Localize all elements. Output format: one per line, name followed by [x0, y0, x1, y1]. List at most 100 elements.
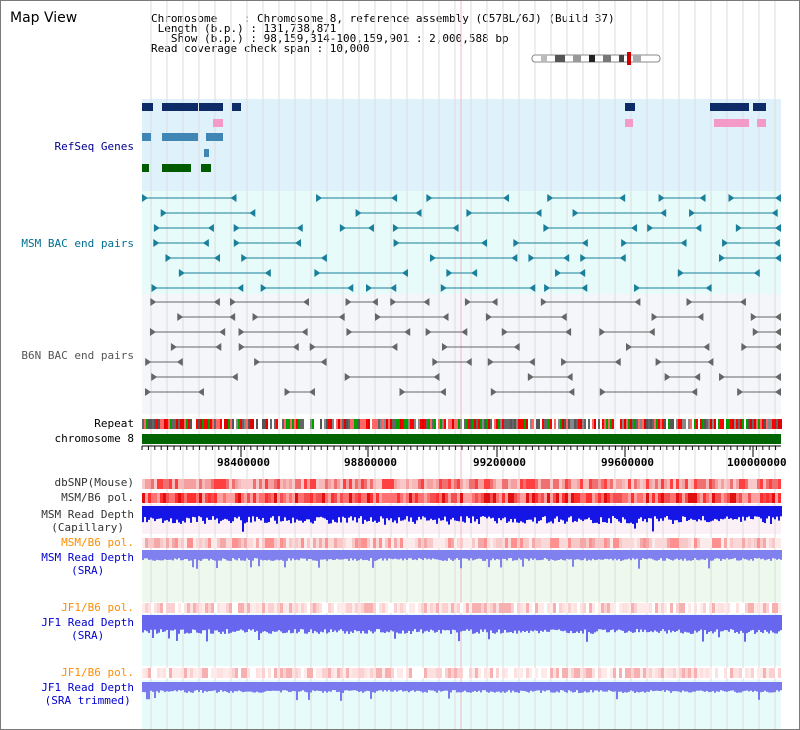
msm-sra-depth-bar	[524, 550, 526, 559]
msm-capillary-depth-bar	[580, 506, 582, 520]
jf1-sra-depth-bar	[752, 615, 754, 630]
msm-capillary-depth-bar	[780, 506, 782, 517]
jf1-b6-pol2-heat-cell	[469, 668, 472, 678]
repeat-mark	[290, 419, 292, 429]
jf1-b6-pol2-heat-cell	[274, 668, 277, 678]
dbsnp-heat-cell	[145, 479, 148, 489]
msm-b6-pol2-heat-cell	[478, 538, 481, 548]
jf1-b6-pol2-heat-cell	[745, 668, 748, 678]
msm-b6-pol2-heat-cell	[154, 538, 157, 548]
jf1-sra-depth-bar	[352, 615, 354, 633]
msm-capillary-depth-bar	[250, 506, 252, 523]
msm-b6-pol2-heat-cell	[493, 538, 496, 548]
msm-b6-pol2-heat-cell	[322, 538, 325, 548]
msm-capillary-depth-bar	[236, 506, 238, 519]
msm-capillary-depth-bar	[706, 506, 708, 523]
jf1-sra-depth-bar	[298, 615, 300, 632]
dbsnp-heat-cell	[715, 479, 718, 489]
msm-b6-pol-heat-cell	[754, 493, 757, 503]
msm-b6-pol-heat-cell	[682, 493, 685, 503]
jf1-trimmed-depth-bar	[272, 682, 274, 691]
jf1-b6-pol2-heat-cell	[574, 668, 577, 678]
msm-capillary-depth-bar	[326, 506, 328, 521]
track-features	[141, 103, 782, 701]
dbsnp-heat-cell	[508, 479, 511, 489]
jf1-b6-pol-heat-cell	[283, 603, 286, 613]
msm-b6-pol-heat-cell	[262, 493, 265, 503]
jf1-b6-pol-heat-cell	[670, 603, 673, 613]
b6n-bac-end-pair	[149, 328, 156, 336]
repeat-mark	[428, 419, 430, 429]
dbsnp-heat-cell	[199, 479, 202, 489]
jf1-sra-depth-bar	[288, 615, 290, 631]
jf1-trimmed-depth-bar	[570, 682, 572, 692]
repeat-mark	[760, 419, 762, 429]
jf1-trimmed-depth-bar	[764, 682, 766, 691]
dbsnp-heat-cell	[286, 479, 289, 489]
axis-tick-label: 99600000	[601, 456, 654, 469]
msm-b6-pol-heat-cell	[613, 493, 616, 503]
msm-b6-pol-heat-cell	[604, 493, 607, 503]
msm-sra-depth-bar	[604, 550, 606, 559]
msm-capillary-depth-bar	[264, 506, 266, 523]
jf1-b6-pol2-heat-cell	[535, 668, 538, 678]
jf1-trimmed-depth-bar	[280, 682, 282, 693]
msm-b6-pol2-heat-cell	[163, 538, 166, 548]
repeat-mark	[728, 419, 730, 429]
msm-b6-pol-heat-cell	[586, 493, 589, 503]
dbsnp-heat-cell	[430, 479, 433, 489]
msm-sra-depth-bar	[350, 550, 352, 559]
jf1-b6-pol2-heat-cell	[268, 668, 271, 678]
msm-bac-end-pair	[581, 239, 588, 247]
msm-b6-pol2-heat-cell	[382, 538, 385, 548]
msm-sra-depth-bar	[230, 550, 232, 561]
jf1-trimmed-depth-bar	[604, 682, 606, 692]
dbsnp-heat-cell	[763, 479, 766, 489]
jf1-sra-depth-bar	[646, 615, 648, 633]
msm-bac-end-pair	[314, 269, 321, 277]
refseq-gene-feature	[625, 119, 633, 127]
jf1-sra-depth-bar	[362, 615, 364, 631]
jf1-b6-pol2-heat-cell	[688, 668, 691, 678]
msm-capillary-depth-bar	[344, 506, 346, 518]
repeat-mark	[632, 419, 634, 429]
msm-b6-pol-heat-cell	[301, 493, 304, 503]
msm-capillary-depth-bar	[202, 506, 204, 521]
jf1-sra-depth-bar	[176, 615, 178, 641]
jf1-b6-pol2-heat-cell	[571, 668, 574, 678]
dbsnp-heat-cell	[196, 479, 199, 489]
msm-b6-pol2-heat-cell	[223, 538, 226, 548]
msm-b6-pol2-heat-cell	[700, 538, 703, 548]
chromosome-ideogram[interactable]	[529, 51, 664, 67]
jf1-b6-pol2-heat-cell	[712, 668, 715, 678]
repeat-mark	[310, 419, 312, 429]
msm-capillary-depth-bar	[674, 506, 676, 521]
b6n-bac-end-pair	[442, 313, 449, 321]
jf1-trimmed-depth-bar	[618, 682, 620, 692]
msm-b6-pol-heat-cell	[358, 493, 361, 503]
refseq-gene-feature	[714, 119, 749, 127]
dbsnp-heat-cell	[718, 479, 721, 489]
jf1-b6-pol-heat-cell	[709, 603, 712, 613]
dbsnp-heat-cell	[712, 479, 715, 489]
msm-b6-pol2-heat-cell	[286, 538, 289, 548]
jf1-trimmed-depth-bar	[522, 682, 524, 691]
jf1-sra-depth-bar	[396, 615, 398, 633]
msm-capillary-depth-bar	[632, 506, 634, 524]
jf1-sra-depth-bar	[346, 615, 348, 632]
jf1-b6-pol-heat-cell	[562, 603, 565, 613]
jf1-b6-pol2-heat-cell	[589, 668, 592, 678]
jf1-b6-pol-heat-cell	[376, 603, 379, 613]
repeat-mark	[754, 419, 756, 429]
msm-b6-pol2-heat-cell	[208, 538, 211, 548]
jf1-b6-pol-heat-cell	[427, 603, 430, 613]
msm-b6-pol2-heat-cell	[712, 538, 715, 548]
jf1-sra-depth-bar	[654, 615, 656, 631]
jf1-sra-depth-bar	[182, 615, 184, 630]
jf1-b6-pol2-heat-cell	[694, 668, 697, 678]
msm-capillary-depth-bar	[648, 506, 650, 519]
b6n-bac-end-pair	[648, 328, 655, 336]
dbsnp-heat-cell	[550, 479, 553, 489]
msm-capillary-depth-bar	[340, 506, 342, 523]
